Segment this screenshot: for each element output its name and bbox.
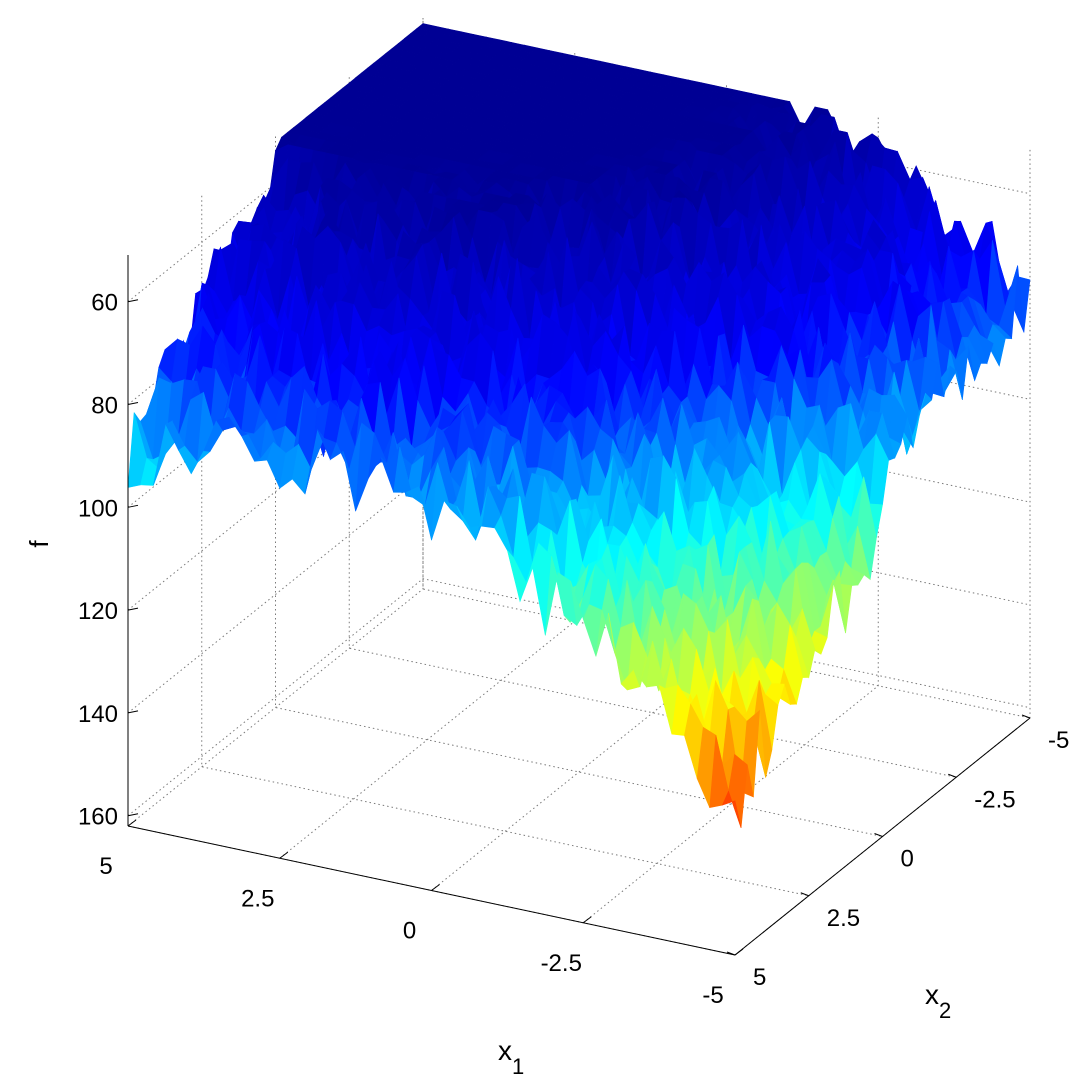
z-tick — [127, 299, 139, 303]
x2-tick-label: 2.5 — [827, 905, 860, 932]
x1-tick-label: -5 — [702, 982, 723, 1009]
x1-tick-label: 0 — [403, 918, 416, 945]
grid-line-x1 — [127, 18, 424, 827]
x1-axis-label-sub: 1 — [512, 1054, 524, 1079]
x2-tick-label: -5 — [1048, 727, 1069, 754]
z-tick — [127, 402, 139, 406]
x1-tick-label: 5 — [99, 853, 112, 880]
x1-axis-label: x1 — [498, 1035, 524, 1079]
surface — [127, 23, 1031, 828]
x2-axis-label: x2 — [925, 979, 951, 1023]
axes: 60 80 100 120 140 160 5 2.5 0 -2.5 -5 -5 -2.5 0 2.5 5 — [78, 255, 1069, 1009]
x2-axis-label-sub: 2 — [939, 998, 951, 1023]
x2-tick-label: 0 — [901, 846, 914, 873]
x2-tick — [800, 892, 809, 897]
z-tick-label: 100 — [78, 495, 118, 522]
x2-tick-label: 5 — [753, 964, 766, 991]
x2-tick-label: -2.5 — [974, 786, 1015, 813]
z-tick-label: 120 — [78, 598, 118, 625]
z-tick-label: 140 — [78, 701, 118, 728]
z-tick-label: 80 — [91, 393, 118, 420]
x1-tick — [582, 916, 592, 924]
z-tick — [127, 607, 139, 611]
z-tick-label: 60 — [91, 290, 118, 317]
z-tick-label: 160 — [78, 804, 118, 831]
x2-tick — [1021, 714, 1031, 719]
x2-tick — [874, 833, 883, 837]
surface-patch — [721, 790, 742, 828]
z-tick — [127, 710, 139, 714]
x1-axis-label-main: x — [498, 1035, 512, 1066]
x1-tick — [734, 948, 744, 956]
axis-labels: f x1 x2 — [24, 540, 951, 1079]
x1-tick-label: -2.5 — [541, 950, 582, 977]
x1-tick — [127, 819, 137, 827]
x2-axis-label-main: x — [925, 979, 939, 1010]
x2-tick — [726, 951, 736, 956]
z-tick — [127, 813, 139, 817]
x1-tick — [431, 884, 440, 891]
z-tick — [127, 504, 139, 508]
grid-line-f — [127, 578, 1031, 817]
x2-tick — [948, 773, 957, 778]
x1-tick-label: 2.5 — [241, 885, 274, 912]
z-axis-label: f — [24, 540, 54, 548]
x1-tick — [279, 851, 289, 859]
